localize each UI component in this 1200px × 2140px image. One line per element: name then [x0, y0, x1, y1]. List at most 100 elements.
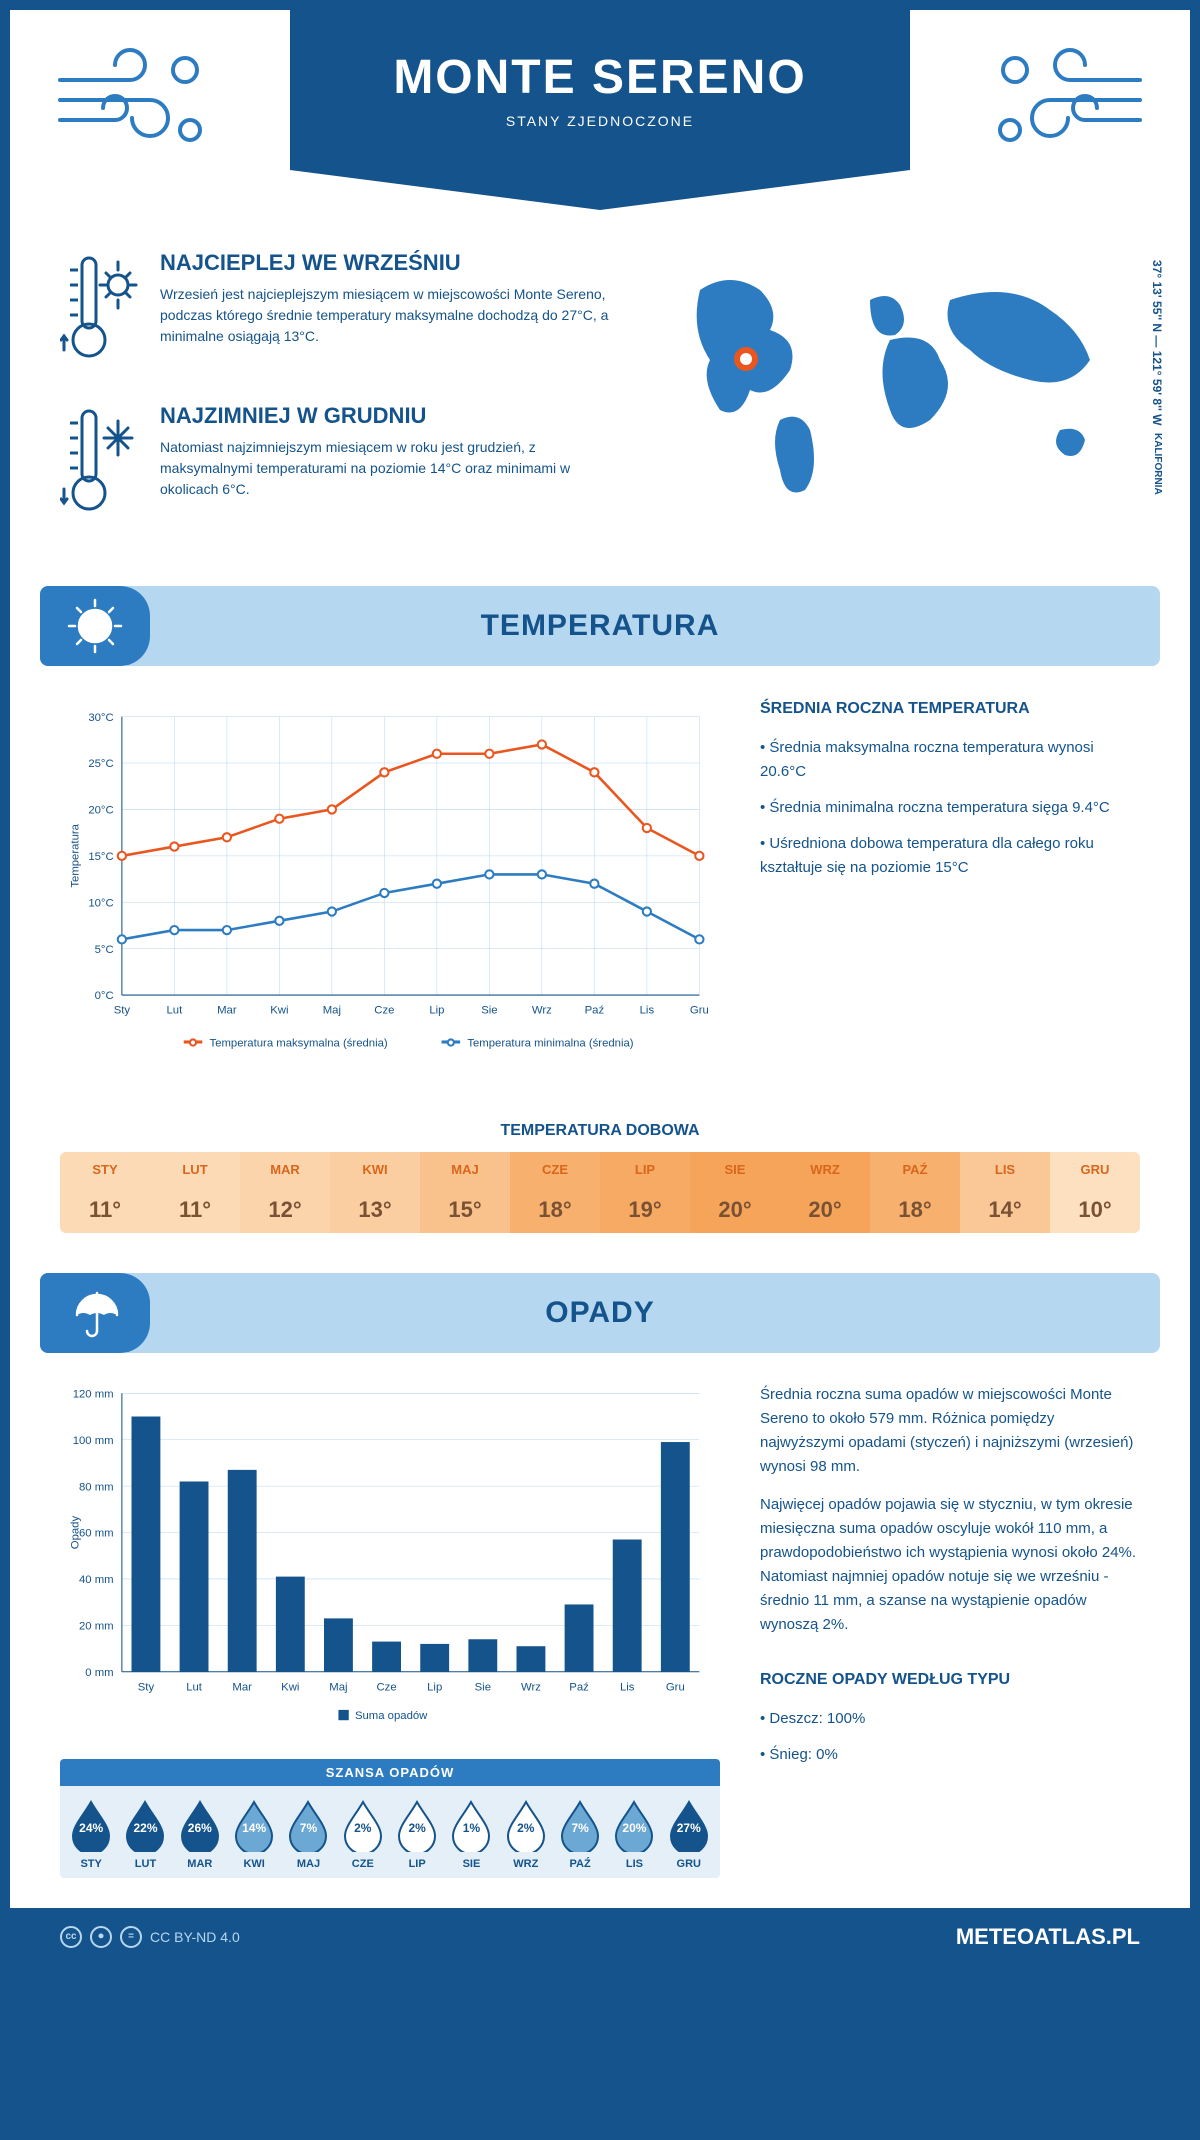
bytype-title: ROCZNE OPADY WEDŁUG TYPU — [760, 1667, 1140, 1693]
cc-icon: cc — [60, 1926, 82, 1948]
svg-text:Wrz: Wrz — [521, 1682, 541, 1694]
umbrella-icon — [40, 1273, 150, 1353]
svg-text:25°C: 25°C — [88, 758, 113, 770]
svg-text:10°C: 10°C — [88, 897, 113, 909]
svg-text:Kwi: Kwi — [281, 1682, 299, 1694]
coordinates: 37° 13' 55'' N — 121° 59' 8'' W KALIFORN… — [1150, 260, 1164, 494]
svg-text:Mar: Mar — [232, 1682, 252, 1694]
strip-month: MAJ — [420, 1152, 510, 1187]
wind-icon — [50, 40, 210, 160]
bytype-item: Deszcz: 100% — [760, 1707, 1140, 1731]
svg-text:80 mm: 80 mm — [79, 1482, 114, 1494]
chance-cell: 14% KWI — [227, 1798, 281, 1870]
chance-cell: 7% PAŹ — [553, 1798, 607, 1870]
chance-title: SZANSA OPADÓW — [60, 1759, 720, 1786]
raindrop-icon: 7% — [286, 1798, 330, 1852]
summary-title: ŚREDNIA ROCZNA TEMPERATURA — [760, 696, 1140, 722]
temperature-header: TEMPERATURA — [40, 586, 1160, 666]
svg-text:15°C: 15°C — [88, 851, 113, 863]
svg-text:Opady: Opady — [70, 1516, 82, 1550]
strip-value: 18° — [510, 1187, 600, 1233]
raindrop-icon: 14% — [232, 1798, 276, 1852]
svg-text:Cze: Cze — [374, 1005, 394, 1017]
fact-title: NAJCIEPLEJ WE WRZEŚNIU — [160, 250, 620, 276]
raindrop-icon: 22% — [123, 1798, 167, 1852]
raindrop-icon: 1% — [449, 1798, 493, 1852]
strip-month: PAŹ — [870, 1152, 960, 1187]
chance-cell: 2% WRZ — [499, 1798, 553, 1870]
svg-text:Sie: Sie — [475, 1682, 491, 1694]
strip-value: 20° — [780, 1187, 870, 1233]
page: MONTE SERENO STANY ZJEDNOCZONE — [10, 10, 1190, 1966]
chance-box: SZANSA OPADÓW 24% STY 22% LUT 26% MAR 14… — [60, 1759, 720, 1878]
strip-value: 15° — [420, 1187, 510, 1233]
world-map-icon — [660, 250, 1140, 510]
thermometer-hot-icon — [60, 250, 140, 375]
page-subtitle: STANY ZJEDNOCZONE — [310, 113, 890, 129]
footer: cc ⏺ = CC BY-ND 4.0 METEOATLAS.PL — [10, 1908, 1190, 1966]
license: cc ⏺ = CC BY-ND 4.0 — [60, 1926, 240, 1948]
svg-text:Lut: Lut — [186, 1682, 203, 1694]
strip-value: 14° — [960, 1187, 1050, 1233]
strip-month: STY — [60, 1152, 150, 1187]
summary-point: Średnia maksymalna roczna temperatura wy… — [760, 736, 1140, 784]
svg-text:Lut: Lut — [167, 1005, 184, 1017]
svg-text:Suma opadów: Suma opadów — [355, 1710, 428, 1722]
svg-text:Lis: Lis — [620, 1682, 635, 1694]
title-ribbon: MONTE SERENO STANY ZJEDNOCZONE — [290, 10, 910, 210]
precipitation-header: OPADY — [40, 1273, 1160, 1353]
svg-text:Sie: Sie — [481, 1005, 497, 1017]
fact-body: Natomiast najzimniejszym miesiącem w rok… — [160, 437, 620, 500]
precip-para: Najwięcej opadów pojawia się w styczniu,… — [760, 1493, 1140, 1637]
svg-text:Maj: Maj — [323, 1005, 341, 1017]
chance-cell: 7% MAJ — [281, 1798, 335, 1870]
fact-title: NAJZIMNIEJ W GRUDNIU — [160, 403, 620, 429]
svg-text:20 mm: 20 mm — [79, 1621, 114, 1633]
by-icon: ⏺ — [90, 1926, 112, 1948]
strip-value: 12° — [240, 1187, 330, 1233]
chance-cell: 2% LIP — [390, 1798, 444, 1870]
daily-temp-strip: STYLUTMARKWIMAJCZELIPSIEWRZPAŹLISGRU11°1… — [60, 1152, 1140, 1233]
nd-icon: = — [120, 1926, 142, 1948]
chance-cell: 22% LUT — [118, 1798, 172, 1870]
section-title: OPADY — [545, 1296, 654, 1330]
svg-text:Sty: Sty — [138, 1682, 155, 1694]
svg-text:Mar: Mar — [217, 1005, 237, 1017]
svg-text:Kwi: Kwi — [270, 1005, 288, 1017]
map-column: 37° 13' 55'' N — 121° 59' 8'' W KALIFORN… — [660, 250, 1140, 556]
svg-text:40 mm: 40 mm — [79, 1574, 114, 1586]
temperature-chart: 0°C5°C10°C15°C20°C25°C30°CStyLutMarKwiMa… — [60, 696, 720, 1072]
raindrop-icon: 2% — [341, 1798, 385, 1852]
strip-month: KWI — [330, 1152, 420, 1187]
svg-text:Cze: Cze — [376, 1682, 396, 1694]
strip-month: MAR — [240, 1152, 330, 1187]
strip-month: WRZ — [780, 1152, 870, 1187]
strip-month: SIE — [690, 1152, 780, 1187]
strip-value: 11° — [60, 1187, 150, 1233]
strip-month: CZE — [510, 1152, 600, 1187]
summary-point: Średnia minimalna roczna temperatura się… — [760, 796, 1140, 820]
svg-text:Paź: Paź — [569, 1682, 589, 1694]
chance-cell: 26% MAR — [173, 1798, 227, 1870]
chance-cell: 2% CZE — [336, 1798, 390, 1870]
svg-text:Lis: Lis — [640, 1005, 655, 1017]
raindrop-icon: 24% — [69, 1798, 113, 1852]
temperature-section: 0°C5°C10°C15°C20°C25°C30°CStyLutMarKwiMa… — [10, 666, 1190, 1102]
chance-cell: 27% GRU — [662, 1798, 716, 1870]
fact-body: Wrzesień jest najcieplejszym miesiącem w… — [160, 284, 620, 347]
strip-month: GRU — [1050, 1152, 1140, 1187]
intro-section: NAJCIEPLEJ WE WRZEŚNIU Wrzesień jest naj… — [10, 210, 1190, 586]
svg-text:20°C: 20°C — [88, 805, 113, 817]
svg-text:30°C: 30°C — [88, 712, 113, 724]
bytype-item: Śnieg: 0% — [760, 1743, 1140, 1767]
svg-text:60 mm: 60 mm — [79, 1528, 114, 1540]
raindrop-icon: 20% — [612, 1798, 656, 1852]
thermometer-cold-icon — [60, 403, 140, 528]
daily-temp-title: TEMPERATURA DOBOWA — [10, 1122, 1190, 1140]
svg-text:Temperatura minimalna (średnia: Temperatura minimalna (średnia) — [467, 1038, 633, 1050]
svg-text:5°C: 5°C — [95, 944, 114, 956]
svg-text:100 mm: 100 mm — [73, 1435, 114, 1447]
summary-point: Uśredniona dobowa temperatura dla całego… — [760, 832, 1140, 880]
svg-text:Gru: Gru — [690, 1005, 709, 1017]
location-marker-icon — [737, 350, 755, 368]
